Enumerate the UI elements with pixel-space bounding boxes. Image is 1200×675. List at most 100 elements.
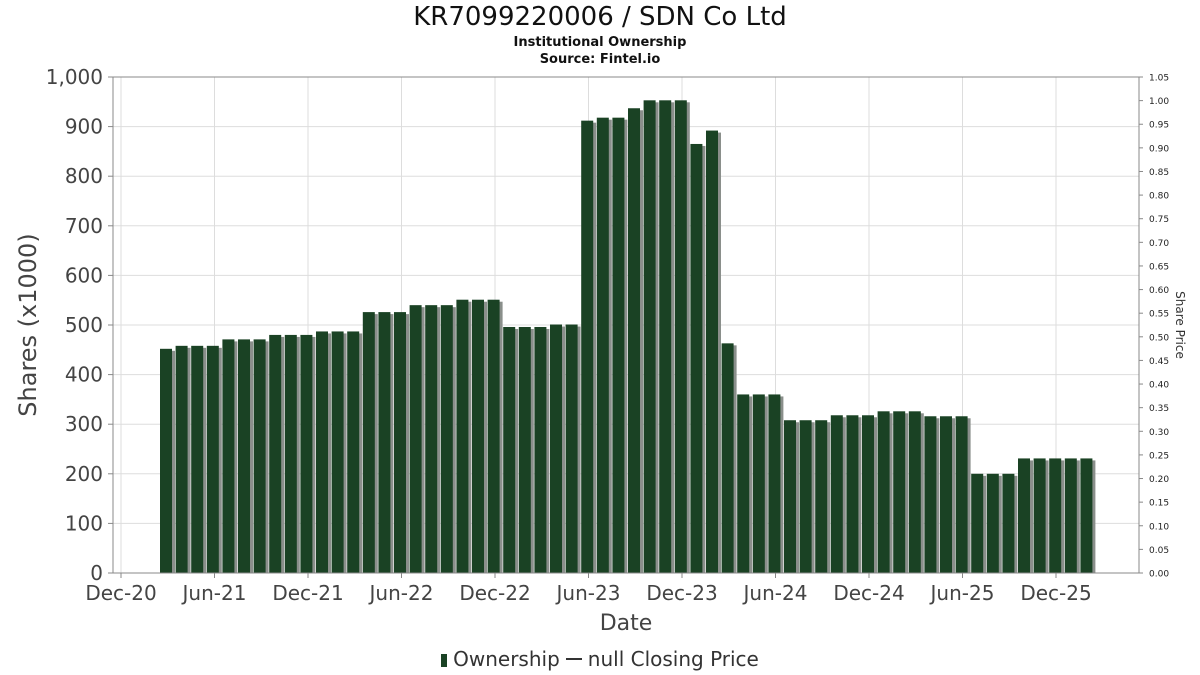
bar	[690, 143, 706, 573]
bar-fill	[674, 100, 687, 573]
y-tick-label: 200	[65, 462, 103, 486]
y2-tick-label: 0.65	[1149, 262, 1169, 272]
y2-tick-label: 0.45	[1149, 357, 1169, 367]
bar-fill	[862, 415, 874, 573]
y-tick-label: 300	[65, 412, 103, 436]
bar	[503, 326, 519, 573]
bar-fill	[643, 100, 656, 573]
bar-fill	[222, 339, 235, 573]
bar	[674, 100, 690, 573]
bar-fill	[534, 326, 547, 573]
y2-tick-label: 0.70	[1149, 239, 1169, 249]
bar	[362, 312, 378, 573]
bar	[924, 416, 940, 573]
y2-tick-label: 0.50	[1149, 333, 1169, 343]
bar	[971, 473, 987, 573]
bar-fill	[284, 334, 297, 573]
bar	[565, 324, 581, 573]
y2-tick-label: 0.75	[1149, 215, 1169, 225]
bar-fill	[347, 331, 360, 573]
bar	[815, 420, 831, 573]
bar	[643, 100, 659, 573]
bar-fill	[908, 411, 921, 573]
y2-tick-label: 0.25	[1149, 451, 1169, 461]
y2-tick-label: 0.90	[1149, 144, 1169, 154]
bar-fill	[1049, 458, 1062, 573]
x-tick-label: Dec-25	[1020, 581, 1091, 605]
bar-fill	[830, 415, 843, 573]
y-axis-left: 0 100 200 300 400 500 600 700 800 900 1,000	[46, 65, 113, 585]
bar	[487, 299, 503, 573]
bar	[581, 120, 597, 573]
x-tick-label: Jun-23	[555, 581, 621, 605]
bar	[394, 312, 409, 573]
bar	[752, 394, 768, 573]
bar-fill	[550, 324, 562, 573]
bar-fill	[581, 120, 594, 573]
bar-fill	[971, 473, 984, 573]
bar	[175, 345, 191, 573]
bar-fill	[721, 343, 734, 573]
bar	[1018, 458, 1033, 573]
bar	[1049, 458, 1065, 573]
bar-fill	[799, 420, 812, 573]
x-tick-label: Jun-25	[929, 581, 995, 605]
bar	[316, 331, 331, 573]
bar	[706, 130, 721, 573]
y-axis-title: Shares (x1000)	[14, 233, 42, 416]
bar	[1080, 458, 1096, 573]
bar-fill	[503, 326, 516, 573]
y-tick-label: 700	[65, 214, 103, 238]
y-axis-right: 0.00 0.05 0.10 0.15 0.20 0.25 0.30 0.35 0.40 0.45…	[1139, 74, 1169, 580]
bar-fill	[409, 305, 422, 573]
bar	[347, 331, 363, 573]
bar	[784, 420, 799, 573]
y2-tick-label: 0.20	[1149, 475, 1169, 485]
x-axis: Dec-20 Jun-21 Dec-21 Jun-22 Dec-22 Jun-23 Dec-…	[85, 573, 1092, 605]
x-tick-label: Jun-24	[742, 581, 808, 605]
bar-fill	[362, 312, 375, 573]
y2-tick-label: 1.05	[1149, 74, 1169, 84]
bar	[846, 415, 862, 573]
bar-fill	[940, 416, 952, 573]
bar	[238, 339, 253, 573]
bar-series-ownership	[160, 100, 1096, 574]
legend-swatch-ownership	[441, 654, 448, 667]
bar	[331, 331, 347, 573]
legend-label-price: null Closing Price	[587, 647, 759, 671]
y2-axis-title: Share Price	[1173, 291, 1187, 359]
bar-fill	[175, 345, 188, 573]
y2-tick-label: 0.80	[1149, 192, 1169, 202]
bar	[1064, 458, 1080, 573]
y-tick-label: 900	[65, 115, 103, 139]
bar-fill	[846, 415, 859, 573]
bar-fill	[893, 411, 906, 573]
y2-tick-label: 0.00	[1149, 570, 1169, 580]
bar-fill	[1018, 458, 1030, 573]
y2-tick-label: 0.05	[1149, 546, 1169, 556]
bar-fill	[924, 416, 937, 573]
bar-fill	[331, 331, 344, 573]
bar	[222, 339, 238, 573]
bar	[191, 345, 207, 573]
chart-title: KR7099220006 / SDN Co Ltd	[413, 2, 787, 32]
bar	[955, 416, 971, 573]
bar	[440, 305, 456, 573]
bar	[425, 305, 441, 573]
y-tick-label: 800	[65, 164, 103, 188]
bar	[768, 394, 784, 573]
bar-fill	[191, 345, 204, 573]
bar	[206, 345, 222, 573]
y-tick-label: 100	[65, 511, 103, 535]
y-tick-label: 600	[65, 263, 103, 287]
bar	[409, 305, 425, 573]
bar-fill	[487, 299, 500, 573]
bar	[877, 411, 893, 573]
chart-source: Source: Fintel.io	[539, 52, 661, 67]
bar	[830, 415, 846, 573]
y2-tick-label: 0.15	[1149, 499, 1169, 509]
bar-fill	[1002, 473, 1015, 573]
legend: Ownership null Closing Price	[0, 647, 1200, 671]
x-tick-label: Dec-24	[833, 581, 904, 605]
bar	[721, 343, 737, 573]
